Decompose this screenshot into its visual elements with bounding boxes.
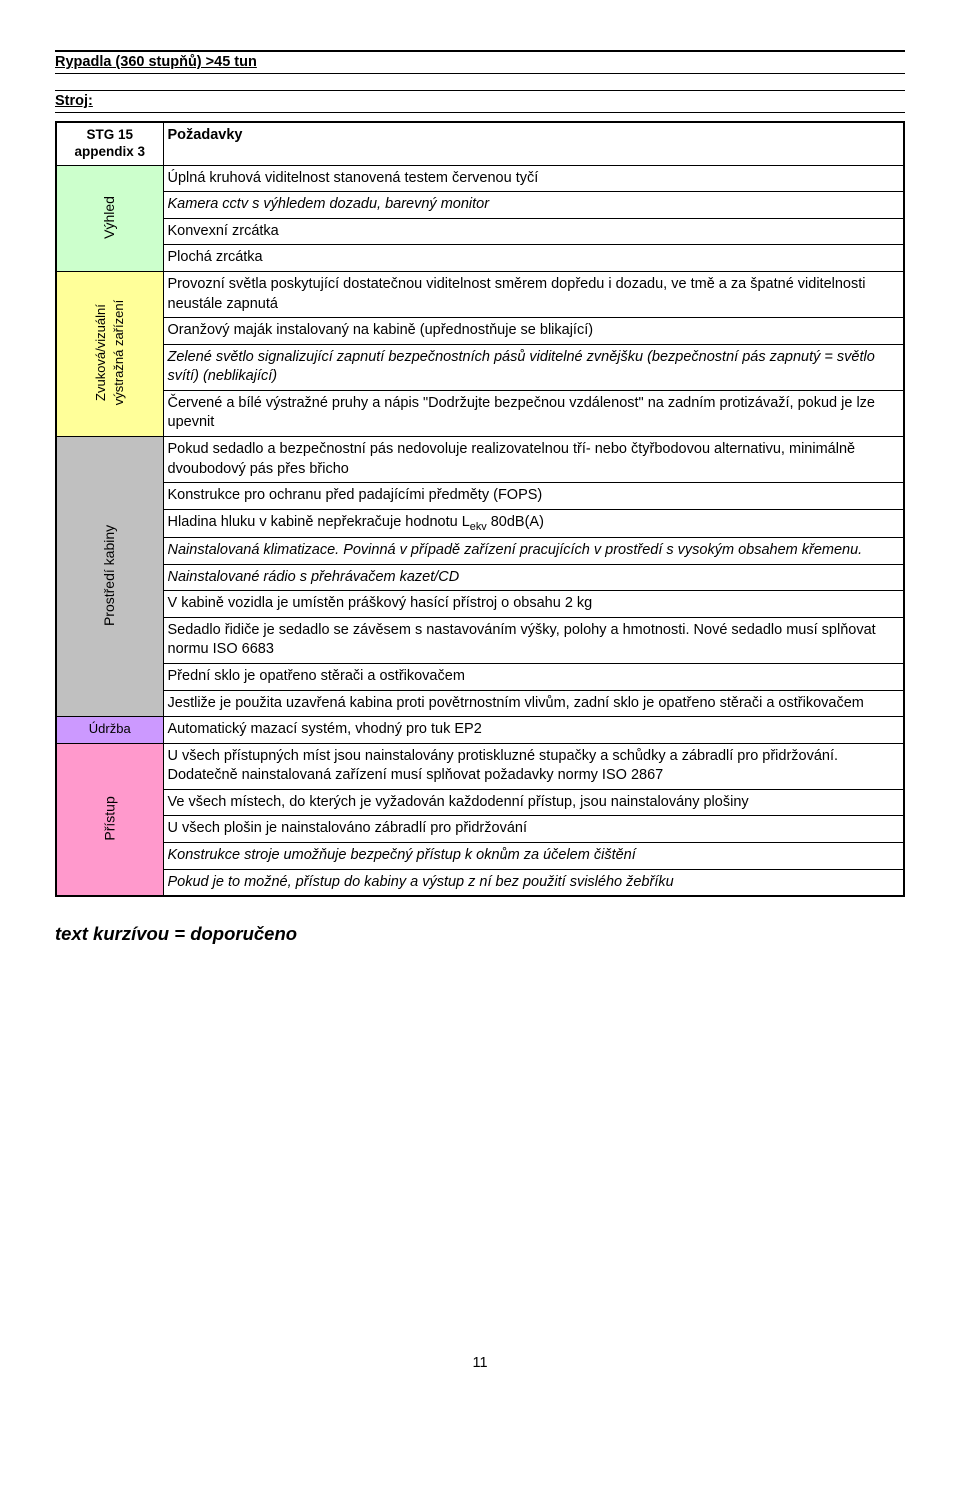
row-kabina-5: V kabině vozidla je umístěn práškový has… [163, 591, 904, 618]
row-udrzba-0: Automatický mazací systém, vhodný pro tu… [163, 717, 904, 744]
row-kabina-0: Pokud sedadlo a bezpečnostní pás nedovol… [163, 436, 904, 482]
row-pristup-1: Ve všech místech, do kterých je vyžadová… [163, 789, 904, 816]
row-zvuk-1: Oranžový maják instalovaný na kabině (up… [163, 318, 904, 345]
side-kabina: Prostředí kabiny [56, 436, 163, 716]
row-kabina-4: Nainstalované rádio s přehrávačem kazet/… [163, 564, 904, 591]
hdr-stg-cell: STG 15 appendix 3 [56, 122, 163, 165]
row-kabina-8: Jestliže je použita uzavřená kabina prot… [163, 690, 904, 717]
side-pristup-label: Přístup [100, 796, 119, 840]
row-zvuk-2: Zelené světlo signalizující zapnutí bezp… [163, 344, 904, 390]
side-vyhled-label: Výhled [100, 196, 119, 239]
row-kabina-6: Sedadlo řidiče je sedadlo se závěsem s n… [163, 617, 904, 663]
hdr-stg: STG 15 appendix 3 [57, 123, 163, 165]
side-zvuk-label: Zvuková/vizuálnívýstražná zařízení [92, 300, 127, 406]
side-zvuk: Zvuková/vizuálnívýstražná zařízení [56, 272, 163, 437]
row-vyhled-1: Kamera cctv s výhledem dozadu, barevný m… [163, 192, 904, 219]
footer-note: text kurzívou = doporučeno [55, 923, 905, 945]
row-pristup-0: U všech přístupných míst jsou nainstalov… [163, 743, 904, 789]
row-vyhled-3: Plochá zrcátka [163, 245, 904, 272]
row-pristup-4: Pokud je to možné, přístup do kabiny a v… [163, 869, 904, 896]
row-vyhled-0: Úplná kruhová viditelnost stanovená test… [163, 165, 904, 192]
row-kabina-2: Hladina hluku v kabině nepřekračuje hodn… [163, 509, 904, 538]
row-kabina-3: Nainstalovaná klimatizace. Povinná v pří… [163, 538, 904, 565]
side-udrzba: Údržba [56, 717, 163, 744]
row-pristup-2: U všech plošin je nainstalováno zábradlí… [163, 816, 904, 843]
row-zvuk-3: Červené a bílé výstražné pruhy a nápis "… [163, 390, 904, 436]
requirements-table: STG 15 appendix 3 Požadavky Výhled Úplná… [55, 121, 905, 897]
page-title: Rypadla (360 stupňů) >45 tun [55, 50, 905, 74]
stroj-label: Stroj: [55, 90, 905, 113]
hdr-pozadavky: Požadavky [163, 122, 904, 165]
side-udrzba-label: Údržba [89, 721, 131, 736]
side-kabina-label: Prostředí kabiny [100, 525, 119, 626]
row-zvuk-0: Provozní světla poskytující dostatečnou … [163, 272, 904, 318]
row-kabina-7: Přední sklo je opatřeno stěrači a ostřik… [163, 664, 904, 691]
row-pristup-3: Konstrukce stroje umožňuje bezpečný přís… [163, 842, 904, 869]
page-number: 11 [55, 1355, 905, 1371]
row-vyhled-2: Konvexní zrcátka [163, 218, 904, 245]
side-pristup: Přístup [56, 743, 163, 896]
side-vyhled: Výhled [56, 165, 163, 271]
row-kabina-1: Konstrukce pro ochranu před padajícími p… [163, 483, 904, 510]
